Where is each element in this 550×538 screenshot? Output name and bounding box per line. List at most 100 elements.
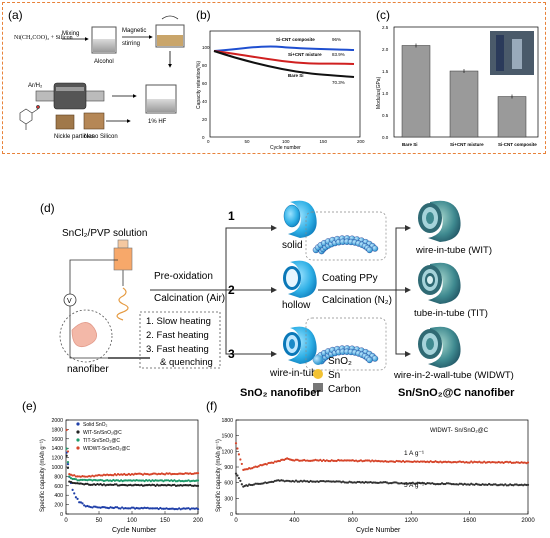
- preox-label: Pre-oxidation: [154, 271, 213, 282]
- panel-d-letter: (d): [40, 201, 55, 215]
- legend-carbon: Carbon: [328, 384, 361, 395]
- bead: [367, 357, 373, 363]
- legend-sno2: SnO₂: [328, 356, 352, 367]
- data-point: [76, 498, 78, 500]
- panel-b-xtick: 150: [320, 139, 328, 144]
- ytick-label: 2000: [51, 418, 63, 424]
- bead: [367, 247, 373, 253]
- xtick-label: 800: [348, 518, 359, 524]
- xtick-label: 150: [160, 518, 171, 524]
- data-point: [527, 461, 529, 463]
- data-point: [66, 455, 68, 457]
- morph-solid: solid: [282, 240, 303, 251]
- wire-in-tube-fiber-icon: [283, 327, 317, 364]
- panel-e: (e) 020040060080010001200140016001800200…: [20, 398, 204, 536]
- ytick-label: 1200: [221, 449, 233, 455]
- panel-b: (b) 020406080100 0 50 100 150 200 Capacity r…: [192, 5, 368, 151]
- legend-sno2-icon: [313, 355, 323, 365]
- panel-b-ytick: 20: [202, 117, 208, 122]
- beaker-alcohol-icon: [92, 27, 116, 53]
- panel-c-category: Bare Si: [402, 142, 418, 147]
- ytick-label: 1400: [51, 446, 63, 452]
- legend-label: WIDWT-Sn/SnO₂@C: [83, 446, 130, 452]
- legend-sn-icon: [313, 369, 323, 379]
- end-label-703: 70.3%: [332, 80, 345, 85]
- step-1: 1. Slow heating: [146, 316, 211, 327]
- product-widwt: wire-in-2-wall-tube (WIDWT): [393, 370, 514, 381]
- data-point: [527, 484, 529, 486]
- ytick-label: 0: [60, 512, 63, 518]
- legend-si-cnt-mixture: Si+CNT mixture: [288, 52, 322, 57]
- electrospinning-jet: [117, 288, 128, 320]
- panel-d: (d) SnCl₂/PVP solution V nanofiber Pre-o…: [0, 190, 550, 400]
- panel-e-ylabel: Specific capacity (mAh g⁻¹): [40, 439, 46, 512]
- step-3: 3. Fast heating: [146, 344, 209, 355]
- panel-b-letter: (b): [196, 8, 211, 22]
- xtick-label: 1600: [463, 518, 477, 524]
- data-point: [235, 472, 237, 474]
- end-label-96: 96%: [332, 37, 341, 42]
- data-point: [235, 442, 237, 444]
- ytick-label: 1800: [221, 418, 233, 424]
- data-point: [73, 492, 75, 494]
- ytick-label: 600: [224, 481, 233, 487]
- data-point: [241, 463, 243, 465]
- nickel-cubes-icon: [56, 113, 104, 129]
- gas-label: Ar/H₂: [28, 83, 43, 89]
- ytick-label: 1000: [51, 465, 63, 471]
- panel-f-ylabel: Specific capacity (mAh g⁻¹): [216, 439, 222, 512]
- panel-f: (f) 03006009001200150018000 400 800 1200 160…: [204, 398, 548, 536]
- route-3: 3: [228, 347, 235, 361]
- ytick-label: 1800: [51, 427, 63, 433]
- ytick-label: 1600: [51, 437, 63, 443]
- calc-n2-label: Calcination (N₂): [322, 295, 392, 306]
- stirring-label: stirring: [122, 41, 140, 47]
- panel-f-legend: WIDWT- Sn/SnO₂@C: [430, 428, 489, 434]
- panel-b-ytick: 80: [202, 63, 208, 68]
- beaker-hf-icon: [146, 85, 176, 113]
- series-3: [66, 429, 200, 478]
- data-point: [67, 450, 69, 452]
- bar-2: [498, 97, 526, 137]
- series-label-5ag: 5 A g⁻¹: [404, 482, 425, 489]
- data-point: [68, 475, 70, 477]
- magnetic-label: Magnetic: [122, 28, 146, 34]
- hf-label: 1% HF: [148, 119, 167, 125]
- legend-sn: Sn: [328, 370, 340, 381]
- data-point: [67, 461, 69, 463]
- voltage-label: V: [67, 298, 72, 305]
- xtick-label: 0: [64, 518, 68, 524]
- ytick-label: 200: [54, 503, 63, 509]
- data-point: [197, 479, 199, 481]
- panel-b-xlabel: Cycle number: [270, 145, 301, 151]
- panel-a-letter: (a): [8, 8, 23, 22]
- legend-marker: [76, 438, 79, 441]
- legend-marker: [76, 446, 79, 449]
- data-point: [81, 502, 83, 504]
- nanofiber-label: nanofiber: [67, 364, 109, 375]
- panel-c-ytick: 1.0: [382, 91, 389, 96]
- route-1: 1: [228, 209, 235, 223]
- panel-c-ylabel: Modulus(GPa): [376, 76, 382, 109]
- solid-fiber-icon: [284, 201, 317, 238]
- wit-product-icon: [418, 201, 461, 242]
- ytick-label: 900: [224, 465, 233, 471]
- ytick-label: 400: [54, 493, 63, 499]
- data-point: [67, 467, 69, 469]
- xtick-label: 400: [289, 518, 300, 524]
- data-point: [241, 483, 243, 485]
- nano-label: Nano Silicon: [84, 134, 118, 140]
- syringe-icon: [114, 240, 132, 286]
- xtick-label: 50: [96, 518, 103, 524]
- solution-label: SnCl₂/PVP solution: [62, 228, 147, 239]
- bar-0: [402, 45, 430, 137]
- product-tit: tube-in-tube (TIT): [414, 308, 488, 319]
- data-point: [238, 453, 240, 455]
- panel-f-xlabel: Cycle Number: [356, 527, 401, 534]
- curve-si-cnt-composite: [214, 46, 354, 51]
- xtick-label: 1200: [405, 518, 419, 524]
- bar-1: [450, 71, 478, 137]
- legend-label: TIT-Sn/SnO₂@C: [83, 438, 120, 444]
- panel-c-ytick: 0.5: [382, 113, 389, 118]
- data-point: [197, 472, 199, 474]
